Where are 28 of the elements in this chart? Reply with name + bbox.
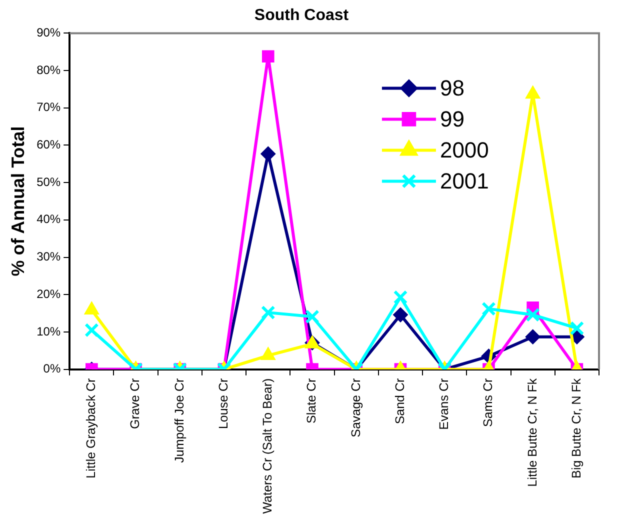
legend-label: 98 bbox=[440, 75, 464, 100]
x-tick-label: Louse Cr bbox=[216, 378, 230, 430]
x-tick-label: Savage Cr bbox=[348, 378, 363, 438]
y-tick-label: 10% bbox=[36, 324, 61, 338]
x-tick-label: Little Grayback Cr bbox=[84, 378, 98, 478]
y-tick-label: 80% bbox=[36, 62, 61, 77]
y-tick-label: 20% bbox=[36, 286, 61, 301]
y-tick-label: 30% bbox=[36, 250, 61, 264]
y-tick-label: 50% bbox=[36, 174, 61, 189]
x-tick-label: Big Butte Cr, N Fk bbox=[569, 378, 584, 478]
x-tick-label: Jumpoff Joe Cr bbox=[172, 378, 186, 463]
y-tick-label: 70% bbox=[36, 100, 61, 114]
x-tick-label: Evans Cr bbox=[437, 378, 452, 430]
y-tick-label: 0% bbox=[43, 362, 61, 376]
x-tick-label: Slate Cr bbox=[304, 378, 319, 424]
chart-title: South Coast bbox=[254, 7, 350, 24]
legend-label: 2000 bbox=[440, 137, 489, 162]
legend-label: 2001 bbox=[440, 168, 489, 194]
legend-label: 99 bbox=[440, 106, 464, 132]
y-tick-label: 90% bbox=[36, 26, 61, 40]
y-axis-title: % of Annual Total bbox=[8, 126, 28, 276]
x-tick-label: Sams Cr bbox=[481, 378, 496, 427]
y-tick-label: 40% bbox=[36, 212, 61, 226]
x-tick-label: Little Butte Cr, N Fk bbox=[525, 378, 540, 487]
y-tick-label: 60% bbox=[36, 138, 61, 152]
x-tick-label: Waters Cr (Salt To Bear) bbox=[260, 378, 275, 514]
x-tick-label: Sand Cr bbox=[392, 378, 407, 424]
x-tick-label: Grave Cr bbox=[128, 378, 142, 430]
